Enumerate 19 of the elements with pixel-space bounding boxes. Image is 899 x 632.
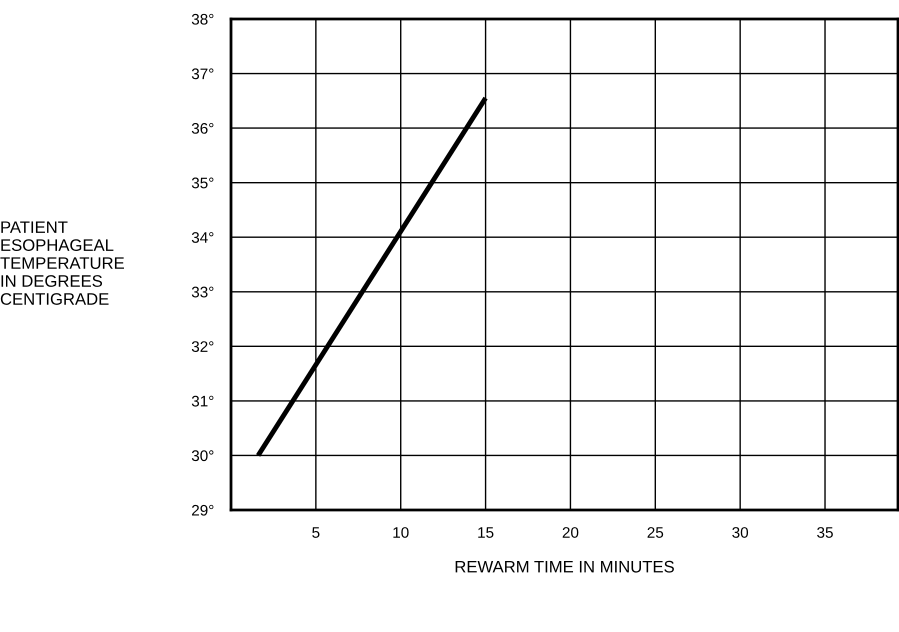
x-tick-label: 30	[732, 527, 748, 538]
y-tick-label: 32°	[192, 341, 214, 352]
y-tick-label: 33°	[192, 286, 214, 298]
y-tick-label: 37°	[192, 68, 214, 80]
x-tick-label: 35	[817, 527, 833, 538]
x-tick-label: 5	[312, 527, 320, 538]
y-tick-label: 29°	[192, 504, 214, 516]
x-tick-label: 15	[478, 527, 494, 538]
y-axis-title: PATIENT ESOPHAGEAL TEMPERATURE IN DEGREES CENTIGRADE	[0, 221, 124, 305]
y-tick-label: 35°	[192, 178, 214, 188]
y-tick-label: 38°	[192, 14, 214, 25]
x-tick-label: 25	[648, 527, 664, 538]
y-tick-label: 31°	[192, 396, 214, 407]
y-tick-label: 30°	[192, 450, 214, 462]
x-axis-title: REWARM TIME IN MINUTES	[456, 560, 674, 573]
x-tick-label: 20	[562, 527, 578, 538]
x-tick-label: 10	[393, 527, 409, 538]
y-tick-label: 34°	[192, 232, 214, 243]
y-tick-label: 36°	[192, 122, 214, 134]
